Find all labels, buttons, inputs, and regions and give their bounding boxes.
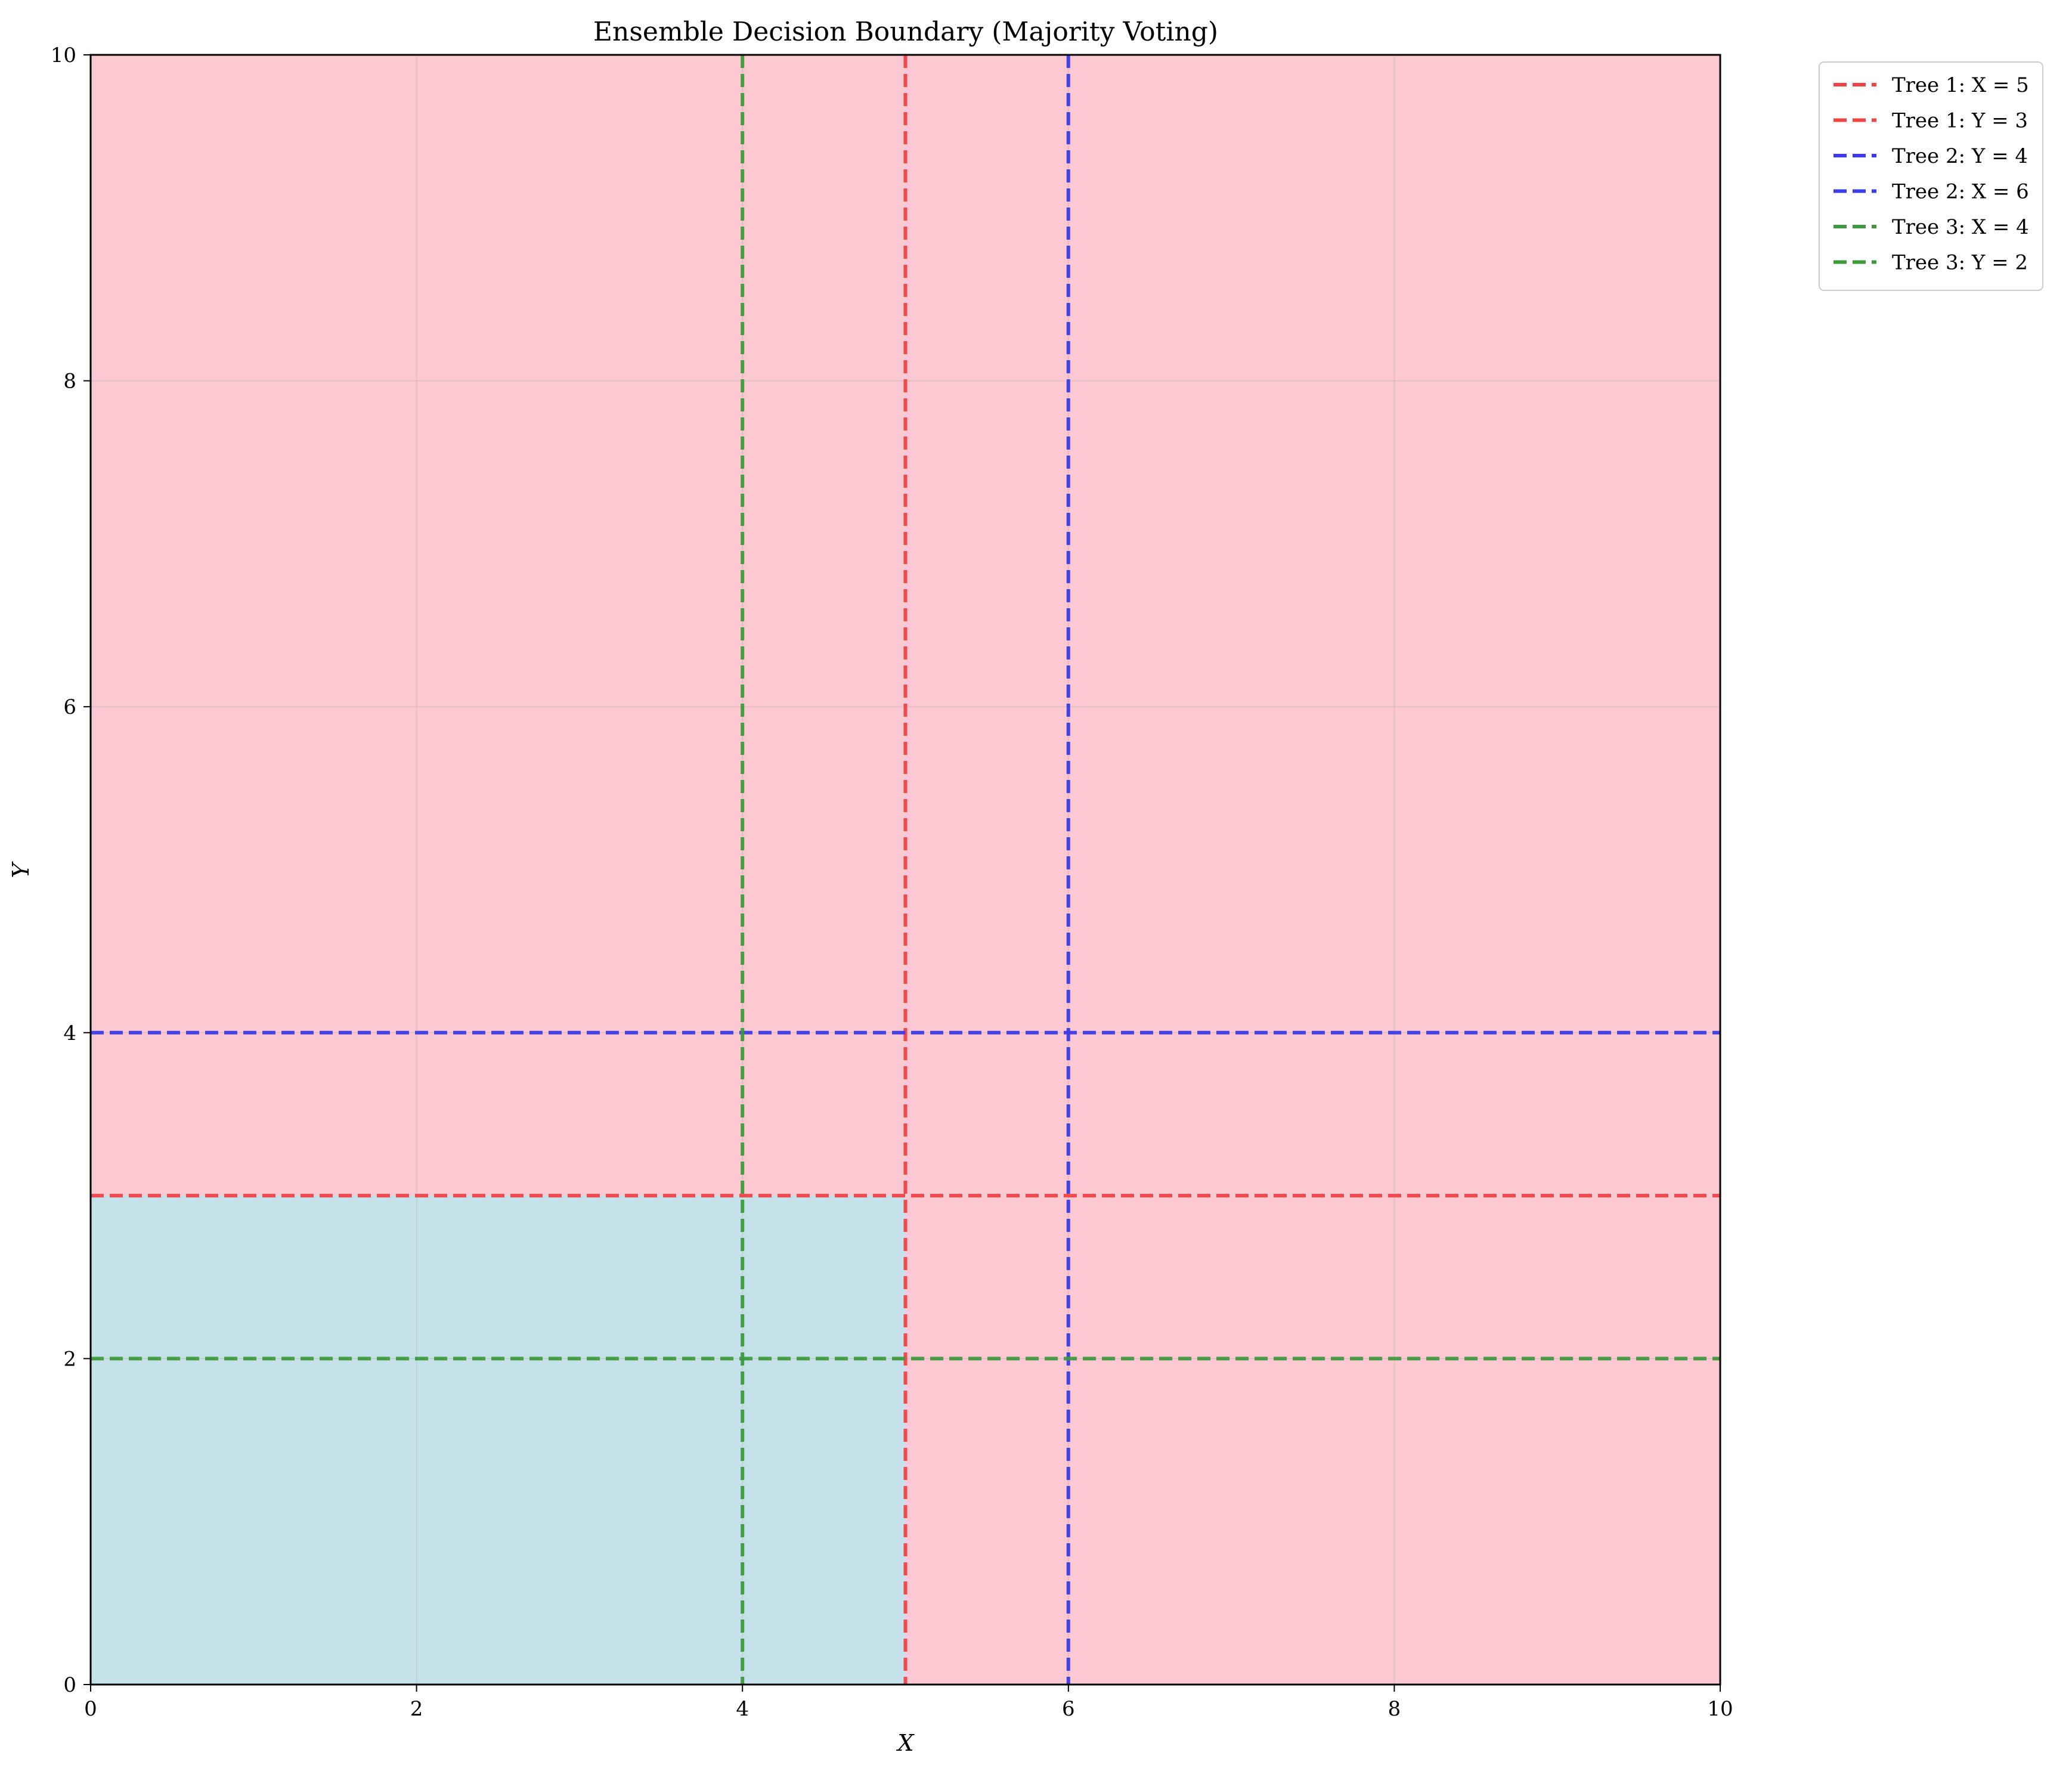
legend: Tree 1: X = 5 Tree 1: Y = 3 Tree 2: Y = 4 T… — [1819, 61, 2043, 291]
legend-label: Tree 2: Y = 4 — [1892, 144, 2028, 168]
axis-ticks: 0 2 4 6 8 10 0 2 4 6 8 10 — [51, 44, 1733, 1721]
y-tick-label: 6 — [63, 695, 76, 719]
y-tick-label: 2 — [63, 1347, 76, 1371]
legend-label: Tree 2: X = 6 — [1892, 180, 2029, 204]
y-tick-label: 0 — [63, 1673, 76, 1697]
plot-frame — [89, 54, 1721, 1686]
x-tick-label: 4 — [736, 1697, 749, 1721]
x-axis-label: X — [896, 1730, 915, 1756]
x-tick-label: 2 — [410, 1697, 423, 1721]
y-axis-label: Y — [8, 861, 34, 878]
legend-label: Tree 3: X = 4 — [1892, 215, 2029, 239]
region-1 — [91, 1196, 906, 1685]
y-tick-label: 4 — [63, 1021, 76, 1045]
y-tick-label: 10 — [51, 44, 76, 67]
chart-title: Ensemble Decision Boundary (Majority Vot… — [593, 17, 1218, 47]
x-tick-label: 10 — [1707, 1697, 1733, 1721]
y-tick-label: 8 — [63, 370, 76, 394]
x-tick-label: 6 — [1062, 1697, 1075, 1721]
legend-label: Tree 1: X = 5 — [1892, 73, 2029, 97]
legend-label: Tree 1: Y = 3 — [1892, 109, 2028, 133]
legend-label: Tree 3: Y = 2 — [1892, 251, 2028, 275]
threshold-lines — [91, 55, 1720, 1685]
x-tick-label: 0 — [84, 1697, 97, 1721]
x-tick-label: 8 — [1388, 1697, 1401, 1721]
